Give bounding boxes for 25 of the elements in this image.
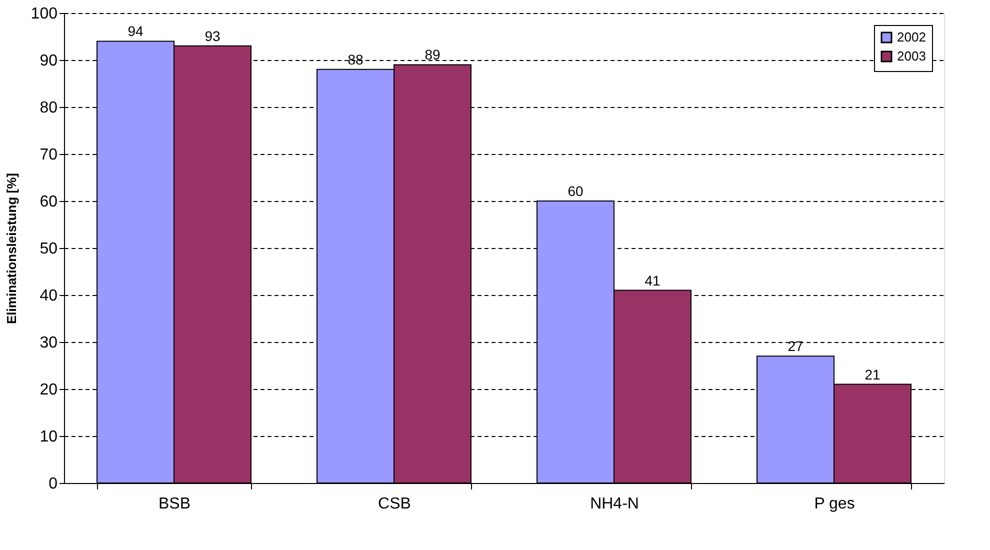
y-tick-label: 80 (40, 100, 58, 116)
y-tick-label: 0 (48, 476, 58, 492)
data-label: 93 (204, 28, 220, 44)
y-tick-label: 60 (40, 194, 58, 210)
data-label: 60 (568, 183, 584, 199)
x-tick-label: P ges (814, 496, 855, 512)
legend-label: 2003 (897, 48, 926, 64)
y-tick-label: 40 (40, 288, 58, 304)
y-axis-title: Eliminationsleistung [%] (4, 173, 19, 324)
x-tick-label: CSB (378, 496, 411, 512)
data-label: 89 (424, 46, 440, 63)
y-tick-label: 90 (40, 52, 58, 70)
x-tick-label: NH4-N (590, 496, 639, 512)
legend-label: 2002 (897, 30, 926, 44)
y-tick-label: 50 (40, 240, 58, 258)
data-label: 88 (348, 51, 364, 68)
data-label: 21 (864, 366, 880, 382)
x-tick-label: BSB (158, 496, 191, 512)
y-tick-label: 100 (30, 6, 58, 22)
y-tick-label: 20 (40, 382, 58, 398)
data-label: 94 (128, 23, 144, 40)
y-tick-label: 70 (40, 146, 58, 164)
y-tick-label: 30 (40, 334, 58, 352)
data-label: 41 (644, 272, 660, 288)
y-tick-label: 10 (40, 428, 58, 446)
